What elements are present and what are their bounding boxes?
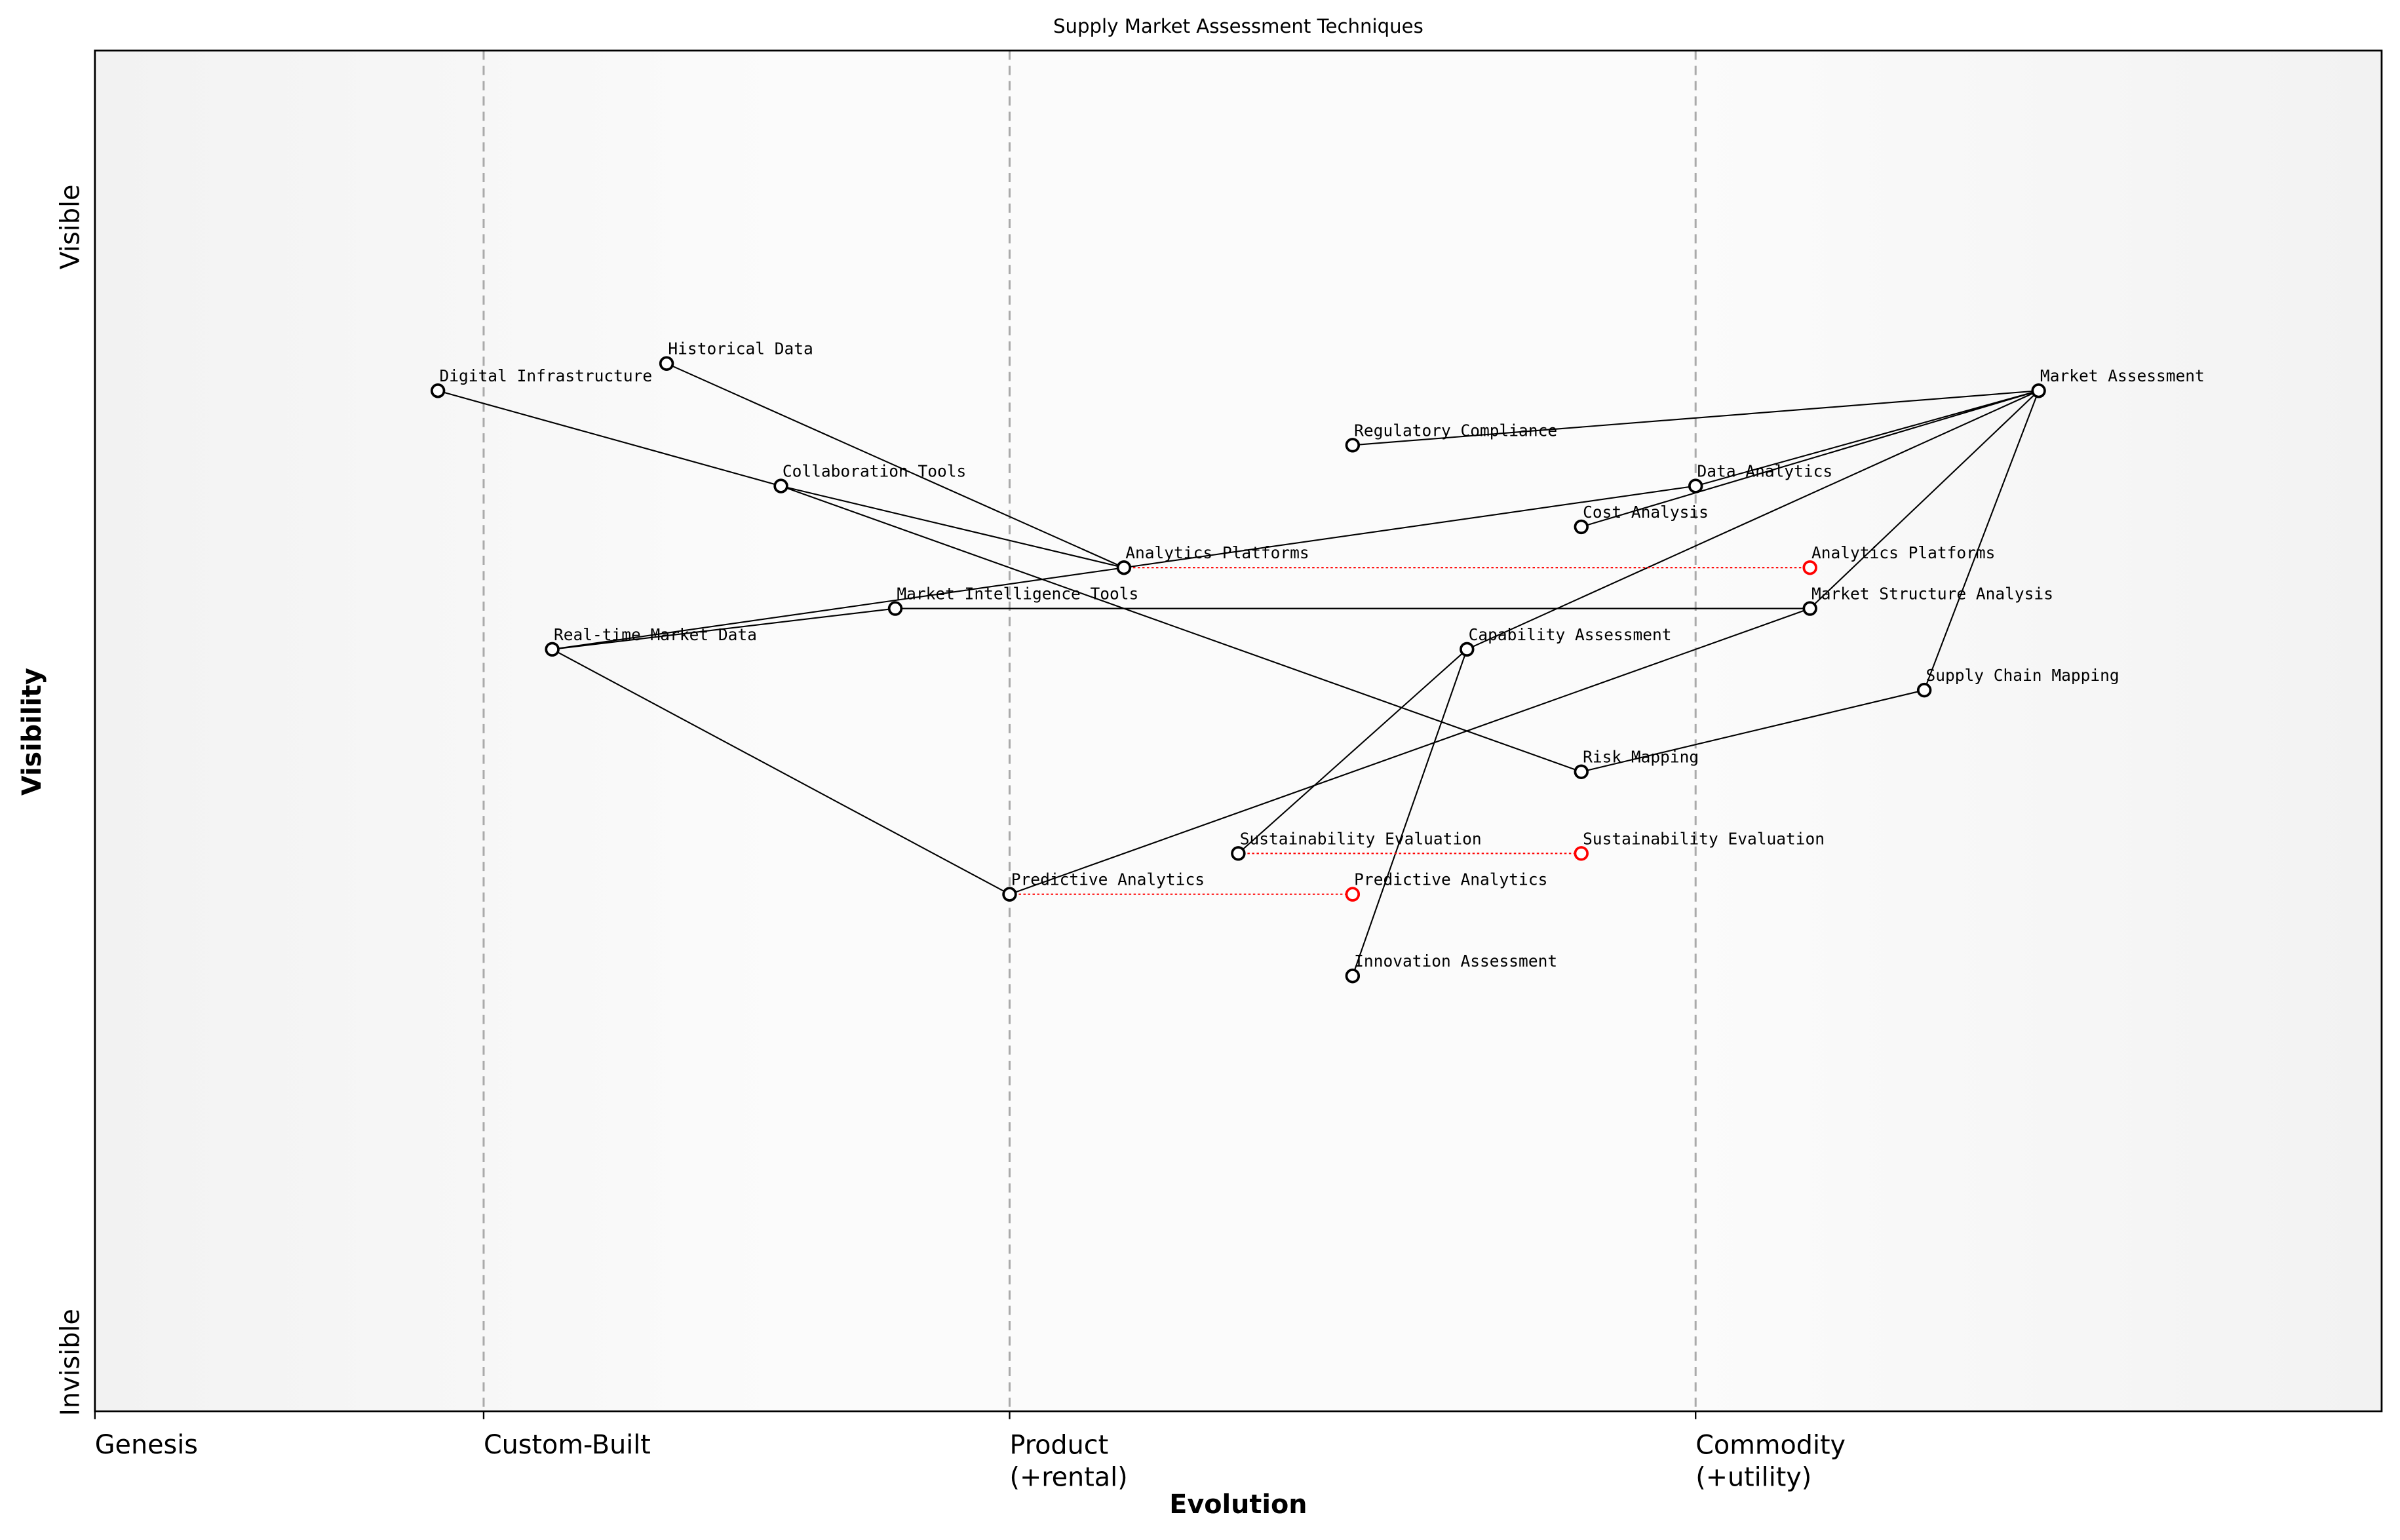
dependency-link <box>552 607 896 650</box>
component-label: Regulatory Compliance <box>1354 421 1557 440</box>
component-label: Risk Mapping <box>1583 748 1699 767</box>
component-label: Predictive Analytics <box>1011 870 1205 889</box>
component-node <box>1688 478 1703 493</box>
y-axis-label: Visibility <box>17 668 47 796</box>
chart-title: Supply Market Assessment Techniques <box>1053 15 1423 37</box>
component-node <box>1574 519 1589 535</box>
component-node <box>1916 682 1932 698</box>
component-node <box>1002 887 1017 902</box>
x-tick-label: Genesis <box>95 1430 198 1460</box>
dependency-link <box>552 567 1125 650</box>
dependency-link <box>552 648 1010 895</box>
dependency-link <box>1009 607 1811 895</box>
component-node <box>887 601 903 616</box>
dependency-link <box>666 362 1125 569</box>
component-node <box>1574 764 1589 779</box>
dependency-link <box>1924 390 2040 691</box>
visible-label: Visible <box>55 184 85 269</box>
component-node <box>1231 846 1246 861</box>
dependency-link <box>437 390 781 487</box>
component-label: Real-time Market Data <box>554 625 757 644</box>
component-label: Cost Analysis <box>1583 503 1709 522</box>
component-label: Market Intelligence Tools <box>897 585 1138 604</box>
component-node <box>1116 560 1132 575</box>
component-node <box>1802 601 1817 616</box>
evolved-node <box>1802 560 1817 575</box>
dependency-link <box>1351 649 1468 976</box>
dependency-link <box>781 485 1125 569</box>
dependency-link <box>1466 390 2040 650</box>
component-label: Historical Data <box>668 339 813 358</box>
component-node <box>1345 438 1361 453</box>
x-tick-label: Product (+rental) <box>1009 1430 1127 1492</box>
component-node <box>659 356 674 371</box>
dependency-link <box>1237 649 1468 855</box>
component-label: Market Structure Analysis <box>1811 585 2053 604</box>
evolved-label: Analytics Platforms <box>1811 543 1995 562</box>
component-label: Collaboration Tools <box>783 462 966 481</box>
evolved-node <box>1345 887 1361 902</box>
component-label: Innovation Assessment <box>1354 952 1557 971</box>
invisible-label: Invisible <box>55 1309 85 1416</box>
component-node <box>430 383 446 398</box>
dependency-link <box>1123 485 1696 569</box>
plot-frame <box>94 49 2383 1413</box>
dependency-link <box>1695 390 2039 487</box>
plot-background <box>94 50 2382 1412</box>
dependency-link <box>1581 689 1925 773</box>
component-label: Capability Assessment <box>1469 625 1672 644</box>
component-label: Supply Chain Mapping <box>1926 666 2119 685</box>
component-label: Data Analytics <box>1697 462 1833 481</box>
component-node <box>545 642 560 657</box>
plot-layer: Genesis Custom-Built Product (+rental) Commo… <box>94 50 2205 1492</box>
component-node <box>1345 969 1361 984</box>
component-node <box>773 478 788 493</box>
evolved-label: Predictive Analytics <box>1354 870 1547 889</box>
dependency-link <box>1809 390 2040 609</box>
dependency-link <box>1581 390 2039 528</box>
x-axis-label: Evolution <box>1169 1490 1307 1520</box>
evolved-label: Sustainability Evaluation <box>1583 829 1825 848</box>
component-label: Market Assessment <box>2040 366 2205 385</box>
component-node <box>1460 642 1475 657</box>
dependency-link <box>781 485 1582 773</box>
x-tick-label: Custom-Built <box>484 1430 651 1460</box>
component-label: Digital Infrastructure <box>440 366 653 385</box>
evolved-node <box>1574 846 1589 861</box>
dependency-link <box>1352 390 2039 446</box>
component-node <box>2031 383 2046 398</box>
component-label: Sustainability Evaluation <box>1240 829 1482 848</box>
x-tick-label: Commodity (+utility) <box>1695 1430 1846 1492</box>
component-label: Analytics Platforms <box>1125 543 1309 562</box>
